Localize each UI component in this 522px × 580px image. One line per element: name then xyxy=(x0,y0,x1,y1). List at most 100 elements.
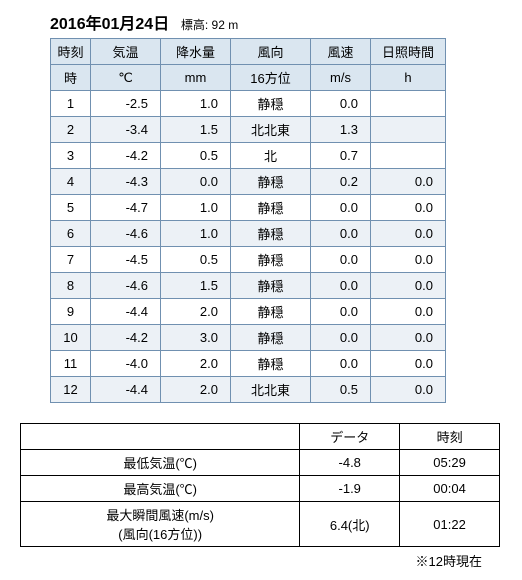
cell-dir: 静穏 xyxy=(231,91,311,117)
cell-temp: -4.7 xyxy=(91,195,161,221)
cell-sun: 0.0 xyxy=(371,247,446,273)
summary-table: データ 時刻 最低気温(℃)-4.805:29最高気温(℃)-1.900:04最… xyxy=(20,423,500,547)
summary-row: 最低気温(℃)-4.805:29 xyxy=(21,450,500,476)
table-row: 6-4.61.0静穏0.00.0 xyxy=(51,221,446,247)
cell-speed: 0.0 xyxy=(311,91,371,117)
cell-precip: 2.0 xyxy=(161,299,231,325)
cell-hour: 9 xyxy=(51,299,91,325)
summary-label: 最大瞬間風速(m/s)(風向(16方位)) xyxy=(21,502,300,547)
cell-speed: 0.0 xyxy=(311,325,371,351)
table-row: 5-4.71.0静穏0.00.0 xyxy=(51,195,446,221)
cell-dir: 静穏 xyxy=(231,299,311,325)
cell-speed: 0.0 xyxy=(311,273,371,299)
cell-sun: 0.0 xyxy=(371,325,446,351)
cell-speed: 0.0 xyxy=(311,195,371,221)
col-temp: 気温 xyxy=(91,39,161,65)
col-dir: 風向 xyxy=(231,39,311,65)
date-title: 2016年01月24日 xyxy=(50,16,169,33)
table-row: 1-2.51.0静穏0.0 xyxy=(51,91,446,117)
cell-sun xyxy=(371,117,446,143)
cell-hour: 5 xyxy=(51,195,91,221)
col-time: 時刻 xyxy=(51,39,91,65)
cell-temp: -4.2 xyxy=(91,325,161,351)
cell-precip: 1.0 xyxy=(161,195,231,221)
table-row: 11-4.02.0静穏0.00.0 xyxy=(51,351,446,377)
cell-temp: -4.6 xyxy=(91,221,161,247)
cell-precip: 2.0 xyxy=(161,351,231,377)
cell-temp: -3.4 xyxy=(91,117,161,143)
cell-precip: 1.5 xyxy=(161,273,231,299)
cell-dir: 静穏 xyxy=(231,221,311,247)
cell-sun: 0.0 xyxy=(371,377,446,403)
elevation: 標高: 92 m xyxy=(181,18,238,32)
cell-temp: -4.6 xyxy=(91,273,161,299)
summary-row: 最高気温(℃)-1.900:04 xyxy=(21,476,500,502)
cell-temp: -4.0 xyxy=(91,351,161,377)
cell-hour: 3 xyxy=(51,143,91,169)
cell-precip: 1.5 xyxy=(161,117,231,143)
cell-sun: 0.0 xyxy=(371,273,446,299)
cell-speed: 0.7 xyxy=(311,143,371,169)
cell-precip: 0.5 xyxy=(161,143,231,169)
cell-hour: 4 xyxy=(51,169,91,195)
cell-sun: 0.0 xyxy=(371,299,446,325)
cell-speed: 1.3 xyxy=(311,117,371,143)
cell-speed: 0.0 xyxy=(311,247,371,273)
col-precip: 降水量 xyxy=(161,39,231,65)
footnote: ※12時現在 xyxy=(50,551,482,570)
cell-sun: 0.0 xyxy=(371,221,446,247)
summary-blank xyxy=(21,424,300,450)
cell-temp: -4.4 xyxy=(91,377,161,403)
table-row: 3-4.20.5北0.7 xyxy=(51,143,446,169)
cell-temp: -4.2 xyxy=(91,143,161,169)
cell-speed: 0.0 xyxy=(311,351,371,377)
cell-sun: 0.0 xyxy=(371,195,446,221)
header: 2016年01月24日 標高: 92 m xyxy=(50,10,472,34)
cell-dir: 北 xyxy=(231,143,311,169)
cell-temp: -4.3 xyxy=(91,169,161,195)
cell-dir: 静穏 xyxy=(231,325,311,351)
weather-table: 時刻 気温 降水量 風向 風速 日照時間 時 ℃ mm 16方位 m/s h 1… xyxy=(50,38,446,403)
cell-hour: 11 xyxy=(51,351,91,377)
cell-dir: 静穏 xyxy=(231,247,311,273)
cell-precip: 2.0 xyxy=(161,377,231,403)
cell-hour: 8 xyxy=(51,273,91,299)
table-row: 9-4.42.0静穏0.00.0 xyxy=(51,299,446,325)
cell-dir: 静穏 xyxy=(231,273,311,299)
summary-time: 05:29 xyxy=(400,450,500,476)
cell-temp: -2.5 xyxy=(91,91,161,117)
cell-temp: -4.5 xyxy=(91,247,161,273)
table-row: 8-4.61.5静穏0.00.0 xyxy=(51,273,446,299)
cell-dir: 北北東 xyxy=(231,117,311,143)
summary-label: 最高気温(℃) xyxy=(21,476,300,502)
summary-h-time: 時刻 xyxy=(400,424,500,450)
cell-precip: 1.0 xyxy=(161,91,231,117)
cell-sun xyxy=(371,91,446,117)
cell-dir: 静穏 xyxy=(231,351,311,377)
cell-precip: 0.0 xyxy=(161,169,231,195)
summary-data: -4.8 xyxy=(300,450,400,476)
summary-h-data: データ xyxy=(300,424,400,450)
cell-temp: -4.4 xyxy=(91,299,161,325)
cell-sun: 0.0 xyxy=(371,351,446,377)
table-row: 2-3.41.5北北東1.3 xyxy=(51,117,446,143)
summary-data: 6.4(北) xyxy=(300,502,400,547)
cell-dir: 北北東 xyxy=(231,377,311,403)
col-speed: 風速 xyxy=(311,39,371,65)
col-sun: 日照時間 xyxy=(371,39,446,65)
cell-hour: 10 xyxy=(51,325,91,351)
table-row: 7-4.50.5静穏0.00.0 xyxy=(51,247,446,273)
summary-row: 最大瞬間風速(m/s)(風向(16方位))6.4(北)01:22 xyxy=(21,502,500,547)
table-row: 4-4.30.0静穏0.20.0 xyxy=(51,169,446,195)
header-row-1: 時刻 気温 降水量 風向 風速 日照時間 xyxy=(51,39,446,65)
summary-time: 01:22 xyxy=(400,502,500,547)
cell-dir: 静穏 xyxy=(231,169,311,195)
cell-speed: 0.0 xyxy=(311,221,371,247)
cell-hour: 6 xyxy=(51,221,91,247)
cell-speed: 0.2 xyxy=(311,169,371,195)
header-row-2: 時 ℃ mm 16方位 m/s h xyxy=(51,65,446,91)
cell-hour: 1 xyxy=(51,91,91,117)
cell-hour: 12 xyxy=(51,377,91,403)
table-row: 10-4.23.0静穏0.00.0 xyxy=(51,325,446,351)
cell-speed: 0.0 xyxy=(311,299,371,325)
